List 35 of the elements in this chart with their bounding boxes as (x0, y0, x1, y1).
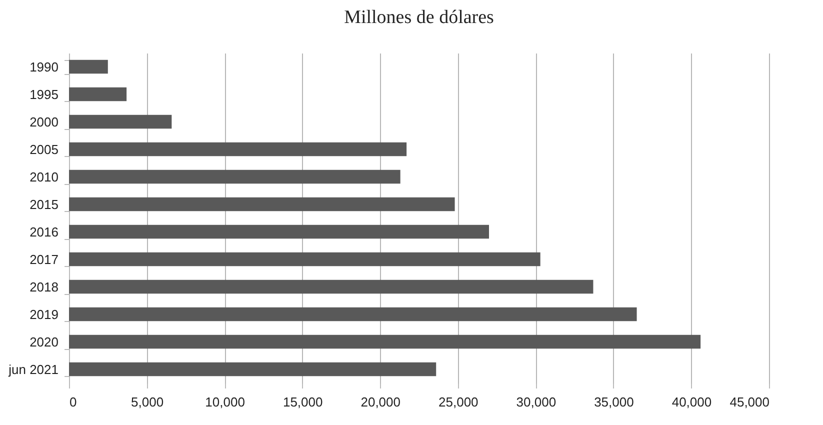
y-tick-label: 2018 (30, 279, 58, 294)
y-tick-label: 2000 (30, 114, 58, 130)
y-tick-label: 2019 (30, 306, 58, 322)
x-tick-label: 10,000 (205, 394, 245, 410)
y-tick-label: 2010 (30, 169, 58, 184)
x-tick-label: 30,000 (516, 394, 556, 410)
x-tick-label: 40,000 (672, 394, 712, 410)
y-tick-label: 2005 (30, 142, 58, 157)
y-tick-label: 1995 (30, 86, 58, 102)
bar (69, 307, 637, 322)
x-tick-label: 0 (70, 394, 77, 410)
y-tick-label: 2017 (30, 252, 58, 267)
x-tick-label: 15,000 (282, 394, 323, 410)
bar (69, 142, 407, 156)
bar (69, 224, 489, 239)
bar (69, 280, 594, 294)
bar (69, 362, 436, 376)
bar (69, 252, 540, 266)
bar (69, 197, 455, 212)
x-tick-label: 25,000 (438, 394, 478, 410)
y-tick-label: jun 2021 (8, 362, 58, 377)
x-tick-label: 20,000 (360, 394, 400, 410)
x-tick-label: 45,000 (730, 394, 770, 410)
y-tick-label: 1990 (30, 59, 58, 74)
x-tick-label: 5,000 (131, 394, 164, 410)
y-tick-label: 2020 (30, 334, 58, 350)
chart-title: Millones de dólares (344, 7, 494, 28)
y-tick-label: 2016 (30, 224, 58, 240)
bar (69, 87, 127, 102)
bar (69, 114, 172, 129)
bar (69, 170, 400, 184)
x-tick-label: 35,000 (594, 394, 634, 410)
bar (69, 334, 701, 349)
y-tick-label: 2015 (30, 196, 58, 212)
bar (69, 60, 108, 74)
